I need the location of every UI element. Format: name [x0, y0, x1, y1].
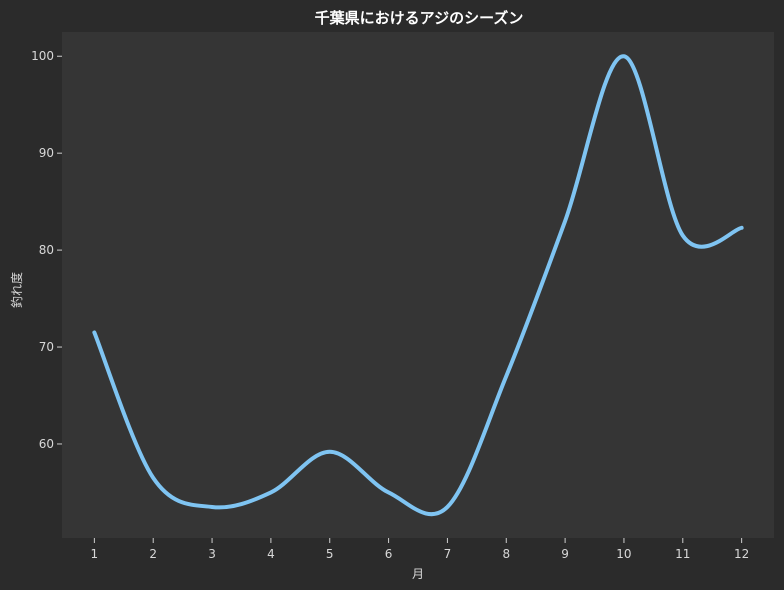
x-tick-label: 12: [734, 547, 749, 561]
y-tick-label: 70: [39, 340, 54, 354]
x-tick-label: 1: [91, 547, 99, 561]
x-tick-label: 2: [149, 547, 157, 561]
x-tick-label: 8: [502, 547, 510, 561]
x-tick-label: 7: [444, 547, 452, 561]
x-axis: 1 2 3 4 5 6 7 8 9 10 11 12: [91, 538, 749, 561]
x-tick-label: 10: [616, 547, 631, 561]
x-tick-label: 5: [326, 547, 334, 561]
chart-title: 千葉県におけるアジのシーズン: [315, 9, 524, 27]
y-tick-label: 100: [31, 49, 54, 63]
plot-area: [62, 32, 774, 538]
y-axis-label: 釣れ度: [9, 272, 24, 308]
y-tick-label: 60: [39, 437, 54, 451]
x-tick-label: 9: [561, 547, 569, 561]
x-tick-label: 6: [385, 547, 393, 561]
x-tick-label: 11: [675, 547, 690, 561]
x-axis-label: 月: [412, 567, 424, 581]
y-tick-label: 80: [39, 243, 54, 257]
series-line: [92, 54, 744, 517]
y-tick-label: 90: [39, 146, 54, 160]
x-tick-label: 3: [208, 547, 216, 561]
x-tick-label: 4: [267, 547, 275, 561]
y-axis: 60 70 80 90 100: [31, 49, 62, 451]
